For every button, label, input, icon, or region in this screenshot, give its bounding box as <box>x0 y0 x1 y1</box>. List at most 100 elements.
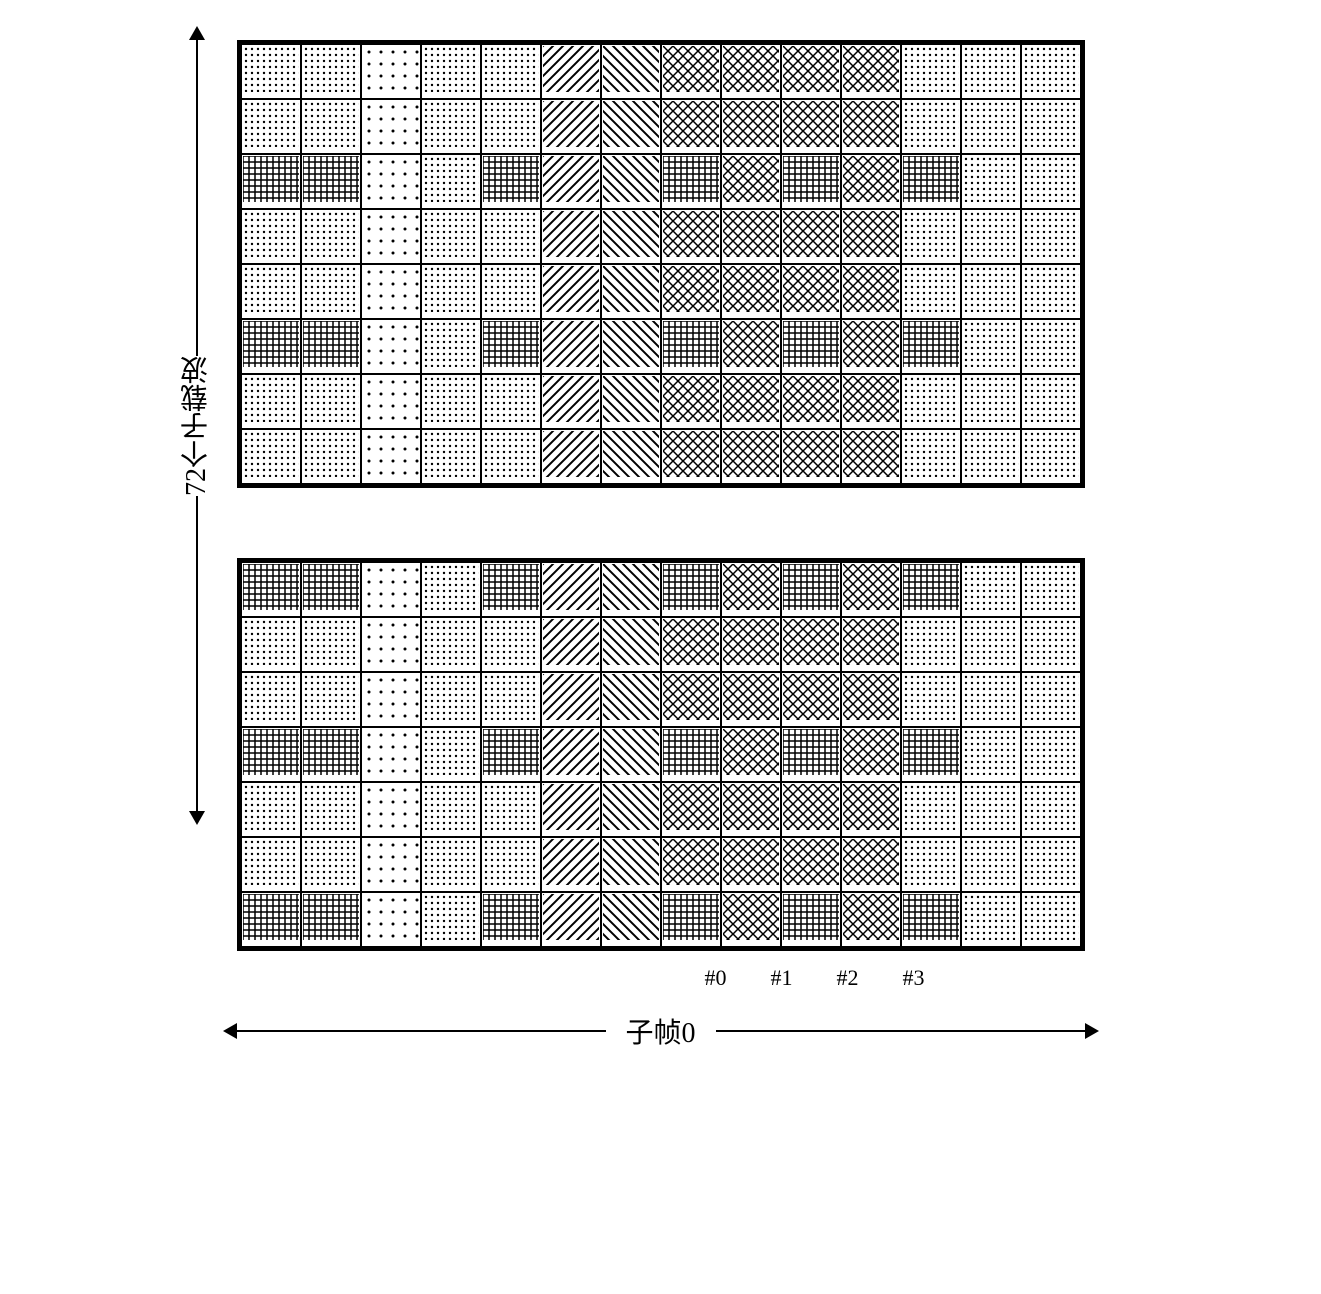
grid-cell <box>241 374 301 429</box>
grid-cell <box>541 562 601 617</box>
cell-pattern-D <box>1023 321 1079 367</box>
grid-cell <box>721 617 781 672</box>
grid-cell <box>661 617 721 672</box>
cell-pattern-D <box>963 564 1019 610</box>
grid-cell <box>1021 209 1081 264</box>
cell-pattern-X <box>843 266 899 312</box>
cell-pattern-D <box>1023 674 1079 720</box>
grid-cell <box>781 154 841 209</box>
grid-cell <box>901 562 961 617</box>
grid-cell <box>481 782 541 837</box>
cell-pattern-D <box>963 101 1019 147</box>
cell-pattern-D <box>903 46 959 92</box>
grid-row <box>241 99 1081 154</box>
cell-pattern-R <box>603 674 659 720</box>
cell-pattern-X <box>723 619 779 665</box>
grid-cell <box>601 374 661 429</box>
grid-cell <box>541 727 601 782</box>
cell-pattern-D <box>423 674 479 720</box>
cell-pattern-D <box>1023 729 1079 775</box>
cell-pattern-D <box>243 101 299 147</box>
grid-cell <box>541 374 601 429</box>
grid-table <box>240 43 1082 485</box>
cell-pattern-X <box>843 156 899 202</box>
grid-cell <box>781 782 841 837</box>
grid-cell <box>361 837 421 892</box>
arrow-left-icon <box>223 1023 237 1039</box>
cell-pattern-D <box>423 266 479 312</box>
grid-cell <box>961 44 1021 99</box>
grid-cell <box>1021 154 1081 209</box>
cell-pattern-D <box>483 376 539 422</box>
grid-cell <box>721 562 781 617</box>
cell-pattern-X <box>723 266 779 312</box>
cell-pattern-X <box>723 376 779 422</box>
cell-pattern-P <box>483 156 539 202</box>
grid-cell <box>841 672 901 727</box>
grid-cell <box>241 782 301 837</box>
grid-cell <box>841 782 901 837</box>
cell-pattern-D <box>903 101 959 147</box>
grid-cell <box>361 319 421 374</box>
grid-cell <box>781 892 841 947</box>
grid-cell <box>961 782 1021 837</box>
grid-cell <box>961 154 1021 209</box>
cell-pattern-X <box>783 431 839 477</box>
grid-cell <box>661 154 721 209</box>
cell-pattern-X <box>723 211 779 257</box>
cell-pattern-D <box>423 564 479 610</box>
grid-cell <box>661 44 721 99</box>
grid-cell <box>661 782 721 837</box>
cell-pattern-X <box>783 839 839 885</box>
cell-pattern-P <box>903 564 959 610</box>
grid-row <box>241 892 1081 947</box>
grid-cell <box>1021 44 1081 99</box>
arrow-right-icon <box>1085 1023 1099 1039</box>
grid-cell <box>361 672 421 727</box>
cell-pattern-X <box>663 211 719 257</box>
column-label-spacer <box>1029 965 1095 991</box>
grid-cell <box>421 264 481 319</box>
grid-row <box>241 154 1081 209</box>
cell-pattern-X <box>783 674 839 720</box>
grid-cell <box>601 892 661 947</box>
cell-pattern-L <box>543 46 599 92</box>
x-axis-label: 子帧0 <box>626 1011 696 1051</box>
grid-cell <box>901 44 961 99</box>
grid-cell <box>841 319 901 374</box>
cell-pattern-P <box>483 564 539 610</box>
grid-cell <box>661 374 721 429</box>
cell-pattern-X <box>783 101 839 147</box>
grid-cell <box>661 99 721 154</box>
cell-pattern-X <box>843 431 899 477</box>
grid-cell <box>841 374 901 429</box>
cell-pattern-R <box>603 376 659 422</box>
cell-pattern-D <box>243 674 299 720</box>
cell-pattern-P <box>663 321 719 367</box>
grid-row <box>241 264 1081 319</box>
cell-pattern-D <box>903 619 959 665</box>
cell-pattern-P <box>303 729 359 775</box>
column-label-spacer <box>1095 965 1161 991</box>
cell-pattern-X <box>663 266 719 312</box>
cell-pattern-X <box>723 46 779 92</box>
cell-pattern-D <box>303 431 359 477</box>
cell-pattern-L <box>543 376 599 422</box>
grid-cell <box>721 209 781 264</box>
cell-pattern-L <box>543 101 599 147</box>
cell-pattern-D <box>303 619 359 665</box>
y-axis-line-top <box>196 40 198 356</box>
grid-cell <box>721 374 781 429</box>
grid-cell <box>721 837 781 892</box>
grid-cell <box>601 617 661 672</box>
grid-cell <box>481 209 541 264</box>
cell-pattern-R <box>603 266 659 312</box>
grid-cell <box>841 154 901 209</box>
cell-pattern-X <box>843 619 899 665</box>
cell-pattern-P <box>903 156 959 202</box>
grid-row <box>241 319 1081 374</box>
cell-pattern-P <box>243 894 299 940</box>
cell-pattern-R <box>603 211 659 257</box>
cell-pattern-D <box>963 784 1019 830</box>
grid-cell <box>361 99 421 154</box>
